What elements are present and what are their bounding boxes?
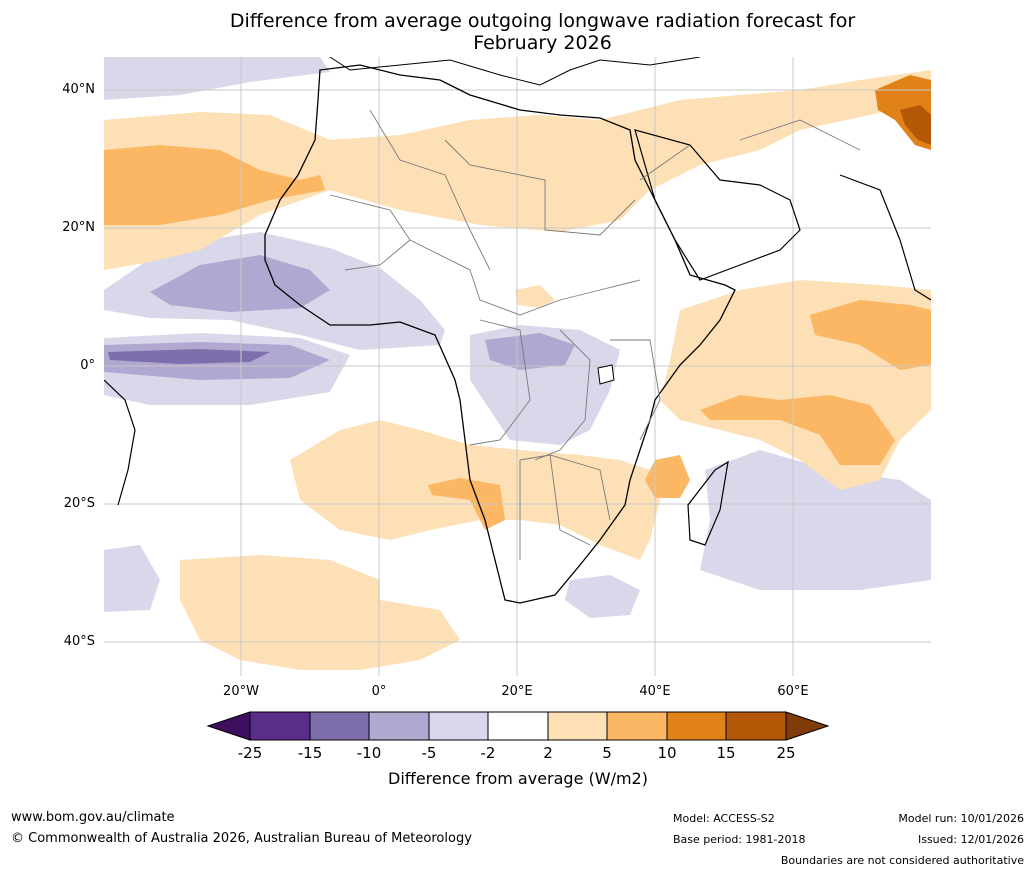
anomaly-region-southern-africa-negative — [565, 575, 640, 618]
colorbar-tick: 5 — [602, 744, 612, 762]
anomaly-region-south-atlantic-negative — [104, 545, 160, 612]
country-boundaries — [329, 109, 861, 560]
anomaly-region-indian-ocean-negative — [700, 450, 931, 590]
anomaly-region-atlantic-north — [104, 57, 330, 100]
website-link[interactable]: www.bom.gov.au/climate — [11, 810, 175, 825]
lon-label-20e: 20°E — [501, 684, 533, 699]
base-period: Base period: 1981-2018 — [673, 833, 806, 846]
colorbar-bin-5-10 — [606, 711, 668, 741]
colorbar-tick: -2 — [480, 744, 496, 762]
anomaly-region-congo-moderate — [485, 333, 575, 370]
lat-label-40s: 40°S — [63, 634, 95, 649]
title-line-1: Difference from average outgoing longwav… — [229, 10, 856, 32]
graticule — [104, 57, 931, 676]
colorbar-tick: 10 — [657, 744, 677, 762]
south-america-coastline — [104, 379, 136, 506]
colorbar-tick: 25 — [776, 744, 796, 762]
colorbar-bin-n2-2 — [487, 711, 549, 741]
colorbar-bin-n10-n5 — [368, 711, 430, 741]
colorbar-tick: -5 — [421, 744, 437, 762]
anomaly-region-gulf-guinea-strong — [108, 349, 270, 364]
chart-title: Difference from average outgoing longwav… — [0, 10, 1035, 54]
colorbar-bin-n25-n15 — [249, 711, 311, 741]
colorbar — [206, 711, 830, 741]
issued-date: Issued: 12/01/2026 — [917, 833, 1024, 846]
colorbar-title: Difference from average (W/m2) — [388, 769, 648, 788]
lat-label-40n: 40°N — [62, 82, 95, 97]
anomaly-region-southern-ocean-positive — [180, 555, 460, 670]
lon-label-60e: 60°E — [777, 684, 809, 699]
anomaly-region-eastern-atlantic-positive — [104, 145, 325, 225]
anomaly-region-indian-ocean-positive — [810, 300, 931, 370]
colorbar-tick: 15 — [716, 744, 736, 762]
anomaly-region-madagascar-channel-positive — [700, 395, 895, 465]
arabia-coastline — [634, 129, 801, 281]
model-name: Model: ACCESS-S2 — [673, 812, 775, 825]
colorbar-tick: -10 — [356, 744, 382, 762]
lat-label-20n: 20°N — [62, 220, 95, 235]
colorbar-bin-15-25 — [725, 711, 787, 741]
anomaly-region-central-africa-positive — [515, 285, 555, 308]
anomaly-region-west-africa-moderate — [150, 255, 330, 312]
copyright-text: © Commonwealth of Australia 2026, Austra… — [11, 831, 472, 846]
colorbar-tick: -25 — [237, 744, 263, 762]
colorbar-tick: -15 — [297, 744, 323, 762]
europe-coastline — [329, 57, 701, 86]
colorbar-extend-high — [785, 711, 830, 741]
colorbar-bin-10-15 — [666, 711, 727, 741]
colorbar-bin-n15-n10 — [309, 711, 370, 741]
anomaly-region-namibia-positive — [428, 478, 505, 530]
lon-label-0: 0° — [371, 684, 387, 699]
anomaly-region-mozambique-positive — [645, 455, 690, 498]
lat-label-equator: 0° — [80, 358, 95, 373]
lat-label-20s: 20°S — [63, 496, 95, 511]
lon-label-40e: 40°E — [639, 684, 671, 699]
colorbar-bin-2-5 — [547, 711, 608, 741]
india-coastline — [839, 174, 931, 301]
title-line-2: February 2026 — [473, 32, 612, 54]
anomaly-region-asia-strong — [900, 105, 931, 145]
boundaries-disclaimer: Boundaries are not considered authoritat… — [780, 854, 1024, 867]
lon-label-20w: 20°W — [223, 684, 259, 699]
africa-coastline — [264, 64, 736, 604]
colorbar-tick: 2 — [543, 744, 553, 762]
colorbar-extend-low — [206, 711, 251, 741]
madagascar-coastline — [687, 460, 729, 546]
model-run-date: Model run: 10/01/2026 — [898, 812, 1024, 825]
lake-victoria — [597, 364, 615, 385]
colorbar-bin-n5-n2 — [428, 711, 489, 741]
